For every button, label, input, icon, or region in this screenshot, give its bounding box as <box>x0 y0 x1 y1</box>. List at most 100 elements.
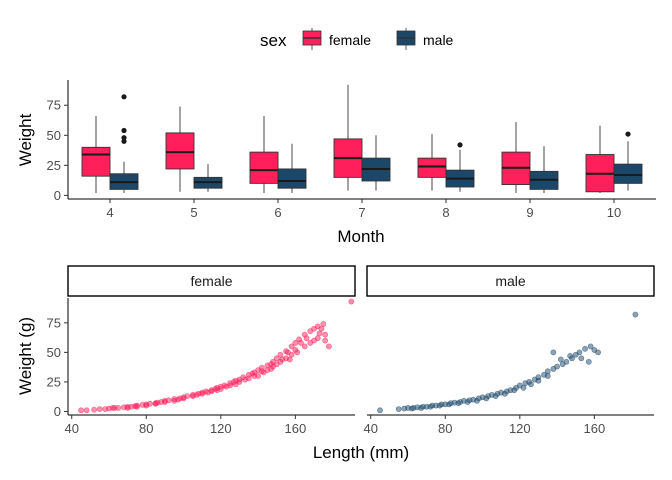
y-tick-label: 75 <box>47 315 61 330</box>
box-female-5 <box>165 106 195 192</box>
box-male-5 <box>193 164 223 192</box>
scatter-point-female <box>288 351 295 358</box>
scatter-point-female <box>124 405 131 411</box>
boxplot-y-ticks: 0 25 50 75 <box>47 98 68 203</box>
y-tick-label: 75 <box>47 98 61 113</box>
x-tick-label: 160 <box>285 421 307 436</box>
scatter-y-ticks: 0 25 50 75 <box>47 315 68 419</box>
box-female-8 <box>417 134 447 191</box>
boxplot-marks <box>81 84 643 193</box>
scatter-point-female <box>288 343 295 350</box>
scatter-point-male <box>528 381 534 388</box>
scatter-point-female <box>251 373 258 379</box>
scatter-point-male <box>576 349 583 356</box>
scatter-point-female <box>78 407 84 414</box>
scatter-point-female <box>316 330 323 337</box>
scatter-point-female <box>273 355 280 362</box>
facet-label-female: female <box>190 273 232 289</box>
scatter-point-female <box>189 393 196 399</box>
boxplot-y-axis-title: Weight <box>16 113 35 166</box>
scatter-point-male <box>578 355 585 362</box>
scatter-point-female <box>298 340 304 346</box>
scatter-point-male <box>595 349 601 356</box>
scatter-point-male <box>582 345 588 352</box>
scatter-point-male <box>587 343 594 350</box>
scatter-point-female <box>322 337 329 344</box>
scatter-panel: female male 0 25 50 75 40 80 120 160 40 80 120 160… <box>16 265 655 462</box>
y-tick-label: 0 <box>54 404 61 419</box>
scatter-point-female <box>171 397 178 404</box>
scatter-point-female <box>223 383 230 390</box>
scatter-point-male <box>585 358 592 365</box>
box-outlier <box>625 131 631 137</box>
box-female-7 <box>333 84 363 191</box>
x-tick-label: 5 <box>190 205 197 220</box>
x-tick-label: 9 <box>526 205 533 220</box>
x-tick-label: 40 <box>64 421 78 436</box>
scatter-point-female <box>199 390 206 397</box>
x-tick-label: 80 <box>139 421 153 436</box>
scatter-point-female <box>214 387 220 394</box>
x-tick-label: 7 <box>358 205 365 220</box>
scatter-point-female <box>242 376 248 383</box>
scatter-point-male <box>474 397 480 404</box>
facet-strip-male <box>366 265 655 297</box>
x-tick-label: 4 <box>106 205 113 220</box>
scatter-point-male <box>418 405 424 411</box>
box-male-6 <box>277 143 307 193</box>
scatter-point-female <box>268 366 275 372</box>
box-outlier <box>457 142 463 148</box>
scatter-x-axis-title: Length (mm) <box>313 443 409 462</box>
facet-label-male: male <box>495 273 526 289</box>
scatter-point-male <box>446 401 452 408</box>
scatter-point-female <box>277 351 284 358</box>
scatter-point-female <box>152 400 159 407</box>
scatter-point-male <box>544 368 551 375</box>
scatter-point-female <box>232 381 239 388</box>
scatter-point-male <box>520 384 527 391</box>
scatter-point-female <box>96 406 103 412</box>
scatter-point-male <box>502 390 508 397</box>
x-tick-label: 120 <box>509 421 531 436</box>
scatter-point-female <box>292 340 299 346</box>
scatter-point-male <box>395 406 402 412</box>
legend-key-male <box>396 28 416 50</box>
box-outlier <box>121 135 127 141</box>
scatter-point-male <box>436 402 443 409</box>
boxplot-x-ticks: 4 5 6 7 8 9 10 <box>106 199 621 220</box>
boxplot-x-axis-title: Month <box>337 227 384 246</box>
scatter-point-female <box>180 395 187 402</box>
scatter-point-female <box>303 335 310 342</box>
y-tick-label: 25 <box>47 158 61 173</box>
legend-label-male: male <box>423 32 454 48</box>
scatter-x-ticks: 40 80 120 160 40 80 120 160 <box>64 415 605 436</box>
scatter-points <box>78 298 639 414</box>
boxplot-panel: 0 25 50 75 4 5 6 7 8 9 10 Month Weight <box>16 80 656 246</box>
legend-label-female: female <box>329 32 371 48</box>
scatter-point-female <box>204 389 211 396</box>
scatter-point-male <box>554 363 560 370</box>
scatter-point-male <box>550 349 557 356</box>
scatter-point-female <box>320 321 327 327</box>
scatter-point-female <box>301 343 308 350</box>
scatter-point-male <box>535 377 542 384</box>
x-tick-label: 10 <box>607 205 621 220</box>
scatter-point-female <box>115 405 122 411</box>
scatter-point-female <box>326 343 332 350</box>
scatter-y-axis-title: Weight (g) <box>16 317 35 395</box>
scatter-point-male <box>492 393 499 399</box>
box-male-8 <box>445 142 475 192</box>
box-female-9 <box>501 122 531 193</box>
box-male-10 <box>613 131 643 191</box>
scatter-point-male <box>563 358 570 365</box>
scatter-point-male <box>408 405 415 412</box>
scatter-point-male <box>632 311 639 318</box>
x-tick-label: 6 <box>274 205 281 220</box>
scatter-point-female <box>91 406 97 413</box>
x-tick-label: 160 <box>584 421 606 436</box>
scatter-point-female <box>162 399 168 405</box>
y-tick-label: 50 <box>47 345 61 360</box>
x-tick-label: 8 <box>442 205 449 220</box>
scatter-point-male <box>483 395 490 402</box>
